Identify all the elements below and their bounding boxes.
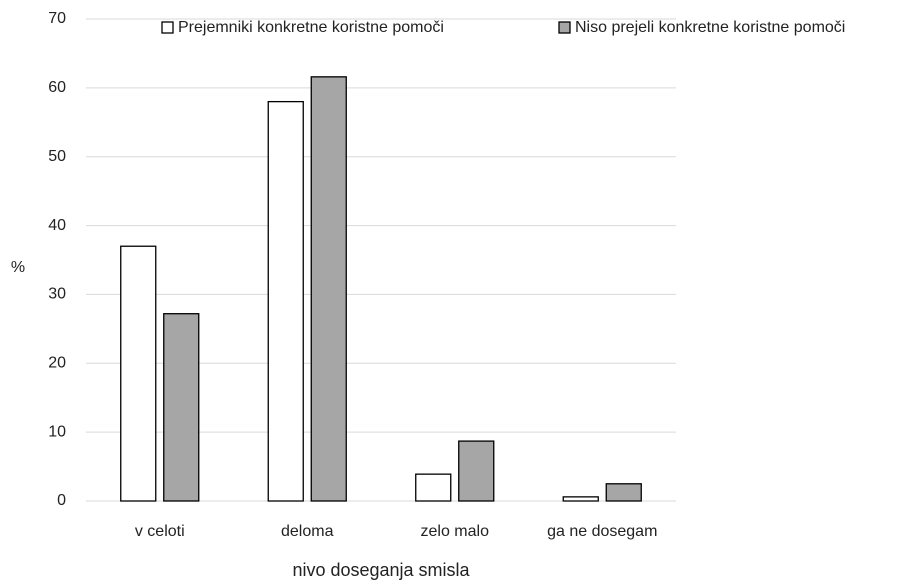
x-axis-label: nivo doseganja smisla [292, 560, 470, 580]
y-tick-label: 40 [48, 217, 66, 234]
y-axis-label: % [11, 259, 25, 276]
legend-swatch [558, 21, 571, 34]
x-tick-label: zelo malo [421, 523, 490, 540]
x-tick-label: v celoti [135, 523, 185, 540]
x-tick-label: deloma [281, 523, 334, 540]
y-tick-label: 60 [48, 79, 66, 96]
bar [267, 100, 304, 502]
bar [562, 496, 599, 502]
bar [120, 245, 157, 502]
legend-label: Prejemniki konkretne koristne pomoči [178, 19, 444, 36]
bar [605, 483, 642, 502]
y-tick-label: 70 [48, 10, 66, 27]
legend-swatch [161, 21, 174, 34]
x-tick-label: ga ne dosegam [547, 523, 657, 540]
bar [458, 440, 495, 502]
y-tick-label: 0 [57, 492, 66, 509]
y-tick-label: 50 [48, 148, 66, 165]
y-tick-label: 10 [48, 423, 66, 440]
bar [310, 76, 347, 502]
y-tick-label: 30 [48, 286, 66, 303]
legend-label: Niso prejeli konkretne koristne pomoči [575, 19, 845, 36]
bar [163, 313, 200, 502]
y-tick-label: 20 [48, 355, 66, 372]
bar [415, 473, 452, 502]
